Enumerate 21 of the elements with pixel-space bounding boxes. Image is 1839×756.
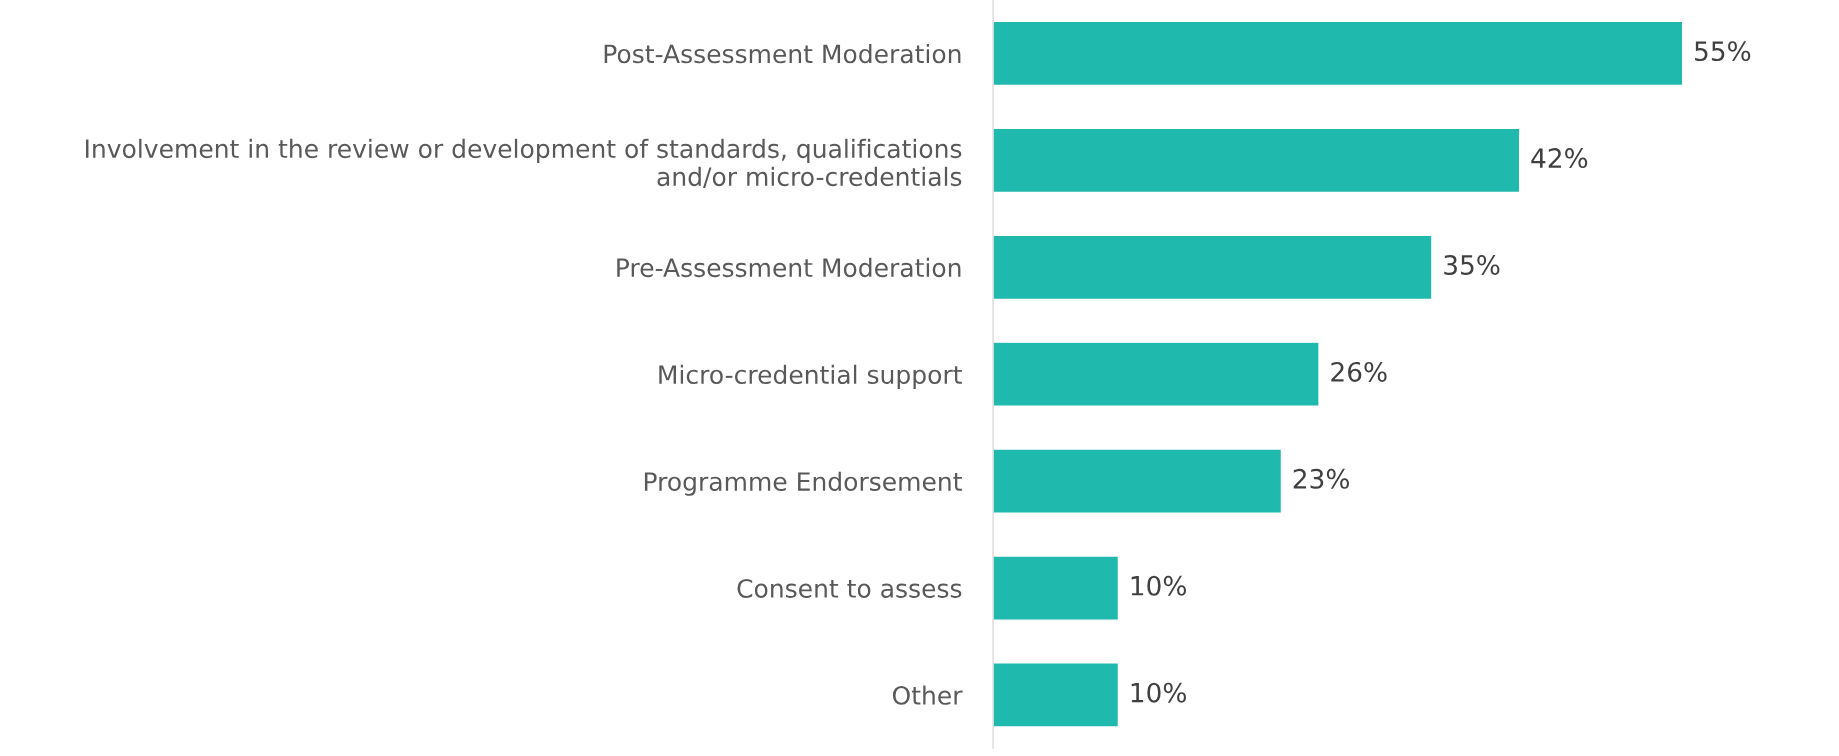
y-tick-label: Post-Assessment Moderation xyxy=(604,43,961,64)
data-label: 55% xyxy=(1695,41,1751,62)
bar xyxy=(993,662,1120,728)
y-tick-label: Involvement in the review or development of standards, qualifications and/or micro-credentials xyxy=(85,138,962,189)
data-label: 26% xyxy=(1331,361,1387,382)
bar xyxy=(993,20,1684,87)
bar xyxy=(993,555,1120,621)
bar xyxy=(993,234,1433,301)
bar xyxy=(993,127,1521,194)
y-tick-label: Pre-Assessment Moderation xyxy=(617,257,961,278)
bar xyxy=(993,448,1283,514)
data-label: 23% xyxy=(1293,468,1349,489)
y-tick-label: Programme Endorsement xyxy=(644,471,962,496)
data-label: 10% xyxy=(1131,575,1186,596)
y-tick-label: Consent to assess xyxy=(737,579,962,598)
data-label: 35% xyxy=(1444,255,1500,275)
bar xyxy=(993,341,1320,407)
data-label: 42% xyxy=(1531,148,1588,169)
y-tick-label: Other xyxy=(892,685,963,705)
y-tick-label: Micro-credential support xyxy=(659,364,962,389)
data-label: 10% xyxy=(1131,682,1186,703)
